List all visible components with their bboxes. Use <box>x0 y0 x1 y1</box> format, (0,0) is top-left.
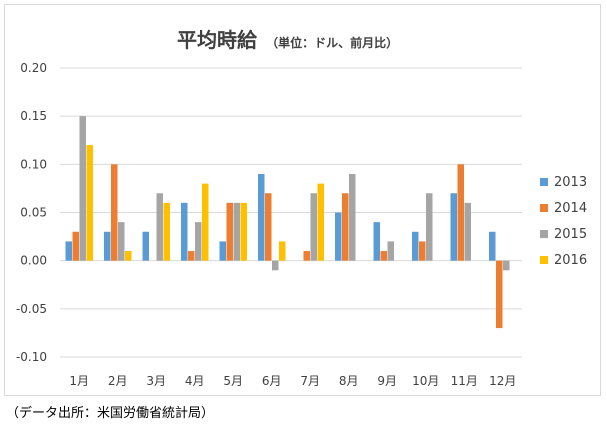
bar-2013-11 <box>450 193 457 261</box>
x-tick-label: 12月 <box>489 374 516 388</box>
bar-2014-6 <box>265 193 272 261</box>
bar-2015-5 <box>233 202 240 261</box>
bar-2015-4 <box>195 222 202 261</box>
y-tick-label: -0.10 <box>16 350 47 364</box>
bar-2015-2 <box>118 222 125 261</box>
y-axis-ticks: 0.20 0.15 0.10 0.05 0.00 -0.05 -0.10 <box>16 61 47 364</box>
x-tick-label: 2月 <box>108 374 128 388</box>
bar-2014-1 <box>72 231 79 261</box>
bar-2015-6 <box>272 260 279 271</box>
x-tick-label: 5月 <box>223 374 243 388</box>
bars <box>65 116 510 329</box>
y-tick-label: 0.05 <box>20 206 47 220</box>
bar-2013-10 <box>412 231 419 261</box>
bar-2014-12 <box>496 260 503 329</box>
bar-2014-2 <box>111 164 118 261</box>
bar-2015-1 <box>79 116 86 261</box>
x-tick-label: 10月 <box>412 374 439 388</box>
x-axis-ticks: 1月 2月 3月 4月 5月 6月 7月 8月 9月 10月 11月 12月 <box>69 374 516 388</box>
chart-title: 平均時給 （単位：ドル、前月比） <box>177 28 398 52</box>
bar-2016-4 <box>202 183 209 261</box>
x-tick-label: 3月 <box>146 374 166 388</box>
legend-label-2014: 2014 <box>554 201 587 216</box>
legend-swatch-2015 <box>540 230 548 238</box>
bar-2015-3 <box>156 193 163 261</box>
bar-2014-9 <box>380 251 387 261</box>
x-tick-label: 1月 <box>69 374 89 388</box>
bar-2014-10 <box>419 241 426 261</box>
legend-label-2015: 2015 <box>554 227 587 242</box>
bar-2015-8 <box>349 173 356 261</box>
x-tick-label: 6月 <box>262 374 282 388</box>
bar-chart: 平均時給 （単位：ドル、前月比） 0.20 0.15 0.10 0.05 0.00 -0.… <box>16 28 587 388</box>
bar-2016-5 <box>240 202 247 261</box>
x-tick-label: 4月 <box>185 374 205 388</box>
bar-2015-12 <box>503 260 510 271</box>
bar-2015-10 <box>426 193 433 261</box>
bar-2015-7 <box>310 193 317 261</box>
source-note: （データ出所：米国労働省統計局） <box>6 406 215 421</box>
bar-2015-9 <box>387 241 394 261</box>
legend-swatch-2014 <box>540 204 548 212</box>
bar-2014-11 <box>457 164 464 261</box>
legend-swatch-2016 <box>540 256 548 264</box>
chart-frame: 平均時給 （単位：ドル、前月比） 0.20 0.15 0.10 0.05 0.00 -0.… <box>4 4 601 396</box>
x-tick-label: 8月 <box>339 374 359 388</box>
bar-2014-8 <box>342 193 349 261</box>
bar-2013-6 <box>258 173 265 261</box>
bar-2015-11 <box>464 202 471 261</box>
x-tick-label: 7月 <box>300 374 320 388</box>
y-tick-label: -0.05 <box>16 302 47 316</box>
gridlines <box>60 67 522 358</box>
bar-2014-7 <box>303 251 310 261</box>
legend-label-2016: 2016 <box>554 253 587 268</box>
x-tick-label: 11月 <box>451 374 478 388</box>
x-tick-label: 9月 <box>377 374 397 388</box>
y-tick-label: 0.20 <box>20 61 47 75</box>
bar-2014-4 <box>188 251 195 261</box>
bar-2016-7 <box>317 183 324 261</box>
bar-2013-9 <box>373 222 380 261</box>
bar-2016-6 <box>279 241 286 261</box>
y-tick-label: 0.10 <box>20 157 47 171</box>
bar-2013-12 <box>489 231 496 261</box>
bar-2016-3 <box>163 202 170 261</box>
bar-2013-1 <box>65 241 72 261</box>
bar-2016-2 <box>125 251 132 261</box>
legend: 2013 2014 2015 2016 <box>540 175 587 268</box>
legend-label-2013: 2013 <box>554 175 587 190</box>
bar-2014-5 <box>226 202 233 261</box>
bar-2013-2 <box>104 231 111 261</box>
legend-swatch-2013 <box>540 178 548 186</box>
bar-2013-5 <box>219 241 226 261</box>
bar-2016-1 <box>86 145 93 261</box>
bar-2013-8 <box>335 212 342 261</box>
y-tick-label: 0.15 <box>20 109 47 123</box>
bar-2013-4 <box>181 202 188 261</box>
chart-title-main: 平均時給 <box>177 28 258 52</box>
bar-2013-3 <box>142 231 149 261</box>
y-tick-label: 0.00 <box>20 254 47 268</box>
chart-subtitle: （単位：ドル、前月比） <box>266 35 398 50</box>
